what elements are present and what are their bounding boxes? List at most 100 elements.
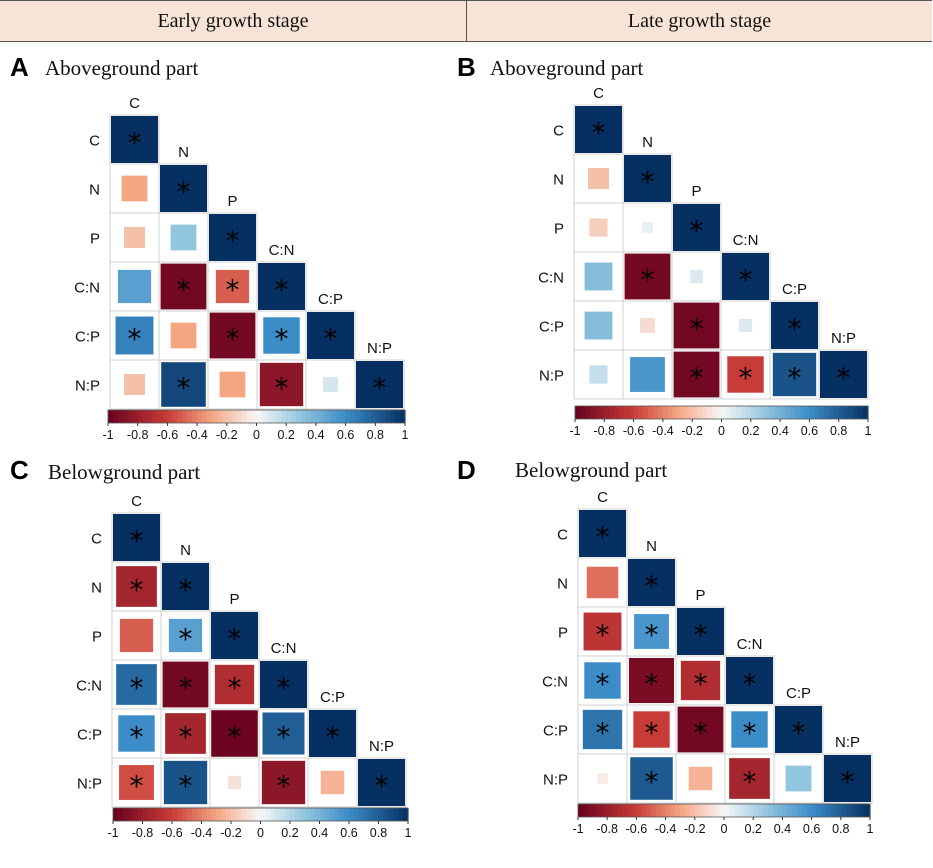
correlation-square bbox=[215, 269, 250, 304]
colorbar-segment bbox=[794, 406, 801, 419]
colorbar-segment bbox=[706, 406, 713, 419]
correlation-square bbox=[227, 775, 242, 790]
correlation-square bbox=[118, 715, 155, 752]
colorbar-segment bbox=[221, 808, 227, 821]
correlation-square bbox=[673, 302, 720, 349]
panel-a-title: Aboveground part bbox=[45, 56, 199, 80]
column-label: N:P bbox=[369, 738, 394, 755]
colorbar-tick-label: -0.2 bbox=[220, 826, 242, 840]
colorbar-segment bbox=[641, 804, 647, 817]
colorbar-segment bbox=[363, 808, 370, 821]
colorbar-segment bbox=[599, 406, 605, 419]
panel-d-heatmap: C C * N N * P P * * * C:N C:N * * * * C:P C:P * * * * * N:P N:P * *… bbox=[542, 489, 874, 836]
grid-cell bbox=[307, 757, 358, 808]
colorbar-segment bbox=[368, 808, 375, 821]
column-label: C:N bbox=[269, 242, 295, 259]
colorbar-tick-label: 0.6 bbox=[340, 826, 357, 840]
correlation-square bbox=[263, 317, 300, 354]
colorbar-segment bbox=[809, 406, 815, 419]
column-label: C:P bbox=[320, 689, 345, 706]
correlation-square bbox=[211, 612, 258, 659]
colorbar-tick-label: -1 bbox=[102, 428, 113, 442]
colorbar-segment bbox=[670, 804, 676, 817]
colorbar-segment bbox=[162, 410, 168, 423]
significance-star: * bbox=[645, 668, 659, 701]
significance-star: * bbox=[596, 619, 610, 652]
colorbar-segment bbox=[594, 406, 601, 419]
colorbar-segment bbox=[745, 406, 752, 419]
colorbar-segment bbox=[157, 410, 164, 423]
colorbar-segment bbox=[276, 410, 282, 423]
colorbar-tick-label: 0.2 bbox=[281, 826, 298, 840]
significance-star: * bbox=[596, 668, 610, 701]
row-label: P bbox=[92, 629, 102, 646]
colorbar-segment bbox=[241, 410, 248, 423]
colorbar-tick-label: 1 bbox=[867, 822, 874, 836]
correlation-square bbox=[589, 218, 608, 237]
correlation-square bbox=[673, 204, 720, 251]
correlation-square bbox=[170, 224, 197, 251]
correlation-square bbox=[633, 711, 670, 748]
colorbar-segment bbox=[831, 804, 837, 817]
colorbar-segment bbox=[824, 406, 830, 419]
colorbar-segment bbox=[662, 406, 669, 419]
column-label: C:N bbox=[271, 640, 297, 657]
colorbar-segment bbox=[750, 406, 757, 419]
colorbar-segment bbox=[296, 410, 302, 423]
stage-header: Early growth stage Late growth stage bbox=[0, 0, 932, 42]
colorbar-segment bbox=[780, 406, 786, 419]
correlation-square bbox=[260, 661, 307, 708]
colorbar-segment bbox=[162, 808, 168, 821]
colorbar-segment bbox=[667, 406, 674, 419]
colorbar-segment bbox=[207, 410, 213, 423]
correlation-square bbox=[677, 608, 724, 655]
colorbar-segment bbox=[575, 406, 581, 419]
row-label: C bbox=[91, 531, 102, 548]
row-label: N bbox=[557, 576, 568, 593]
significance-star: * bbox=[739, 264, 753, 297]
significance-star: * bbox=[128, 323, 142, 356]
significance-star: * bbox=[277, 672, 291, 705]
correlation-square bbox=[356, 361, 403, 408]
colorbar-segment bbox=[604, 406, 610, 419]
significance-star: * bbox=[226, 274, 240, 307]
row-label: P bbox=[90, 231, 100, 248]
column-label: P bbox=[695, 587, 705, 604]
colorbar-segment bbox=[770, 406, 776, 419]
colorbar-segment bbox=[240, 808, 247, 821]
colorbar-segment bbox=[609, 406, 615, 419]
colorbar-segment bbox=[612, 804, 618, 817]
colorbar-segment bbox=[358, 808, 365, 821]
significance-star: * bbox=[177, 372, 191, 405]
significance-star: * bbox=[324, 323, 338, 356]
colorbar-segment bbox=[299, 808, 306, 821]
colorbar-segment bbox=[339, 808, 345, 821]
colorbar-segment bbox=[814, 406, 820, 419]
colorbar-segment bbox=[721, 406, 727, 419]
colorbar-segment bbox=[325, 410, 332, 423]
colorbar-segment bbox=[592, 804, 599, 817]
colorbar-segment bbox=[582, 804, 589, 817]
colorbar-segment bbox=[845, 804, 852, 817]
correlation-square bbox=[624, 155, 671, 202]
colorbar-segment bbox=[589, 406, 596, 419]
significance-star: * bbox=[690, 362, 704, 395]
correlation-square bbox=[168, 618, 203, 653]
colorbar-tick-label: 0.4 bbox=[311, 826, 328, 840]
colorbar-segment bbox=[177, 410, 183, 423]
colorbar-segment bbox=[819, 406, 825, 419]
panel-d-title: Belowground part bbox=[515, 458, 668, 482]
correlation-square bbox=[584, 311, 613, 340]
significance-star: * bbox=[179, 770, 193, 803]
correlation-square bbox=[640, 318, 655, 333]
colorbar-segment bbox=[176, 808, 183, 821]
significance-star: * bbox=[277, 770, 291, 803]
colorbar-segment bbox=[172, 410, 178, 423]
colorbar-segment bbox=[623, 406, 630, 419]
column-label: C:P bbox=[318, 291, 343, 308]
panel-c-title: Belowground part bbox=[48, 460, 201, 484]
column-label: P bbox=[227, 193, 237, 210]
colorbar-segment bbox=[789, 406, 796, 419]
colorbar-segment bbox=[132, 808, 139, 821]
correlation-square bbox=[729, 758, 770, 799]
